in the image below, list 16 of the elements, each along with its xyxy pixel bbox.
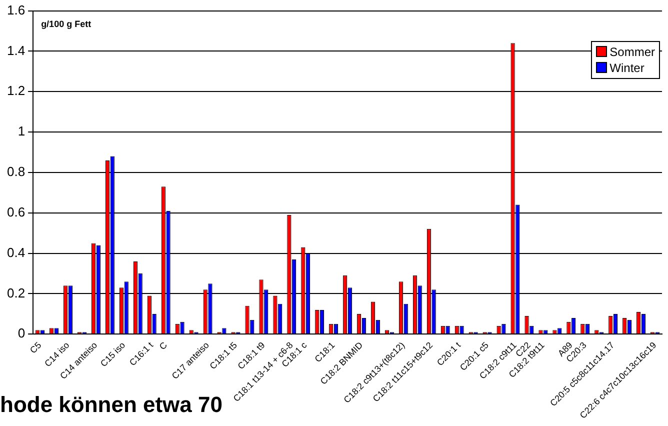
y-tick-label: 0 <box>18 326 26 341</box>
x-tick-label: C15 iso <box>98 340 128 369</box>
text: hode können etwa 70 <box>0 392 222 418</box>
x-tick-label: C <box>157 340 170 352</box>
legend-label: Sommer <box>610 44 655 60</box>
y-tick-label: 1.6 <box>6 2 26 18</box>
x-tick-label: C5 <box>28 340 44 356</box>
y-axis-title: g/100 g Fett <box>41 18 92 29</box>
y-tick-label: 1.4 <box>6 42 26 58</box>
y-tick-label: 0.2 <box>6 285 26 300</box>
y-tick-label: 1.2 <box>6 83 26 98</box>
y-tick-label: 0.6 <box>6 204 26 220</box>
legend-label: Winter <box>610 60 644 76</box>
y-tick-label: 0.8 <box>6 164 26 180</box>
y-tick-label: 1 <box>18 124 26 139</box>
y-tick-label: 0.4 <box>6 244 26 260</box>
